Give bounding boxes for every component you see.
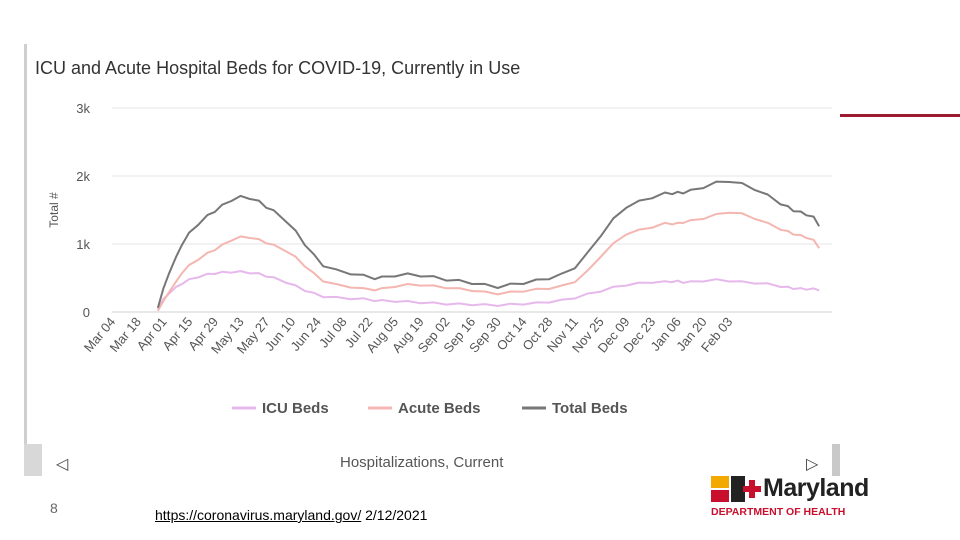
- next-arrow-icon[interactable]: ▷: [806, 456, 819, 473]
- logo-subtitle: DEPARTMENT OF HEALTH: [711, 506, 846, 518]
- maryland-logo: Maryland DEPARTMENT OF HEALTH: [711, 474, 901, 520]
- chart-panel: [24, 44, 840, 476]
- slide-number: 8: [50, 500, 58, 516]
- source-link[interactable]: https://coronavirus.maryland.gov/: [155, 507, 362, 523]
- chart-title: ICU and Acute Hospital Beds for COVID-19…: [35, 58, 521, 78]
- chart-footer-label: Hospitalizations, Current: [340, 454, 504, 471]
- prev-arrow-icon[interactable]: ◁: [56, 456, 69, 473]
- source-date: 2/12/2021: [365, 507, 428, 523]
- maryland-flag-icon: [711, 476, 761, 502]
- panel-left-edge: [24, 44, 27, 476]
- source-citation: https://coronavirus.maryland.gov/ 2/12/2…: [155, 507, 427, 523]
- panel-scroll-strip[interactable]: [24, 444, 42, 476]
- panel-right-edge: [832, 444, 840, 476]
- accent-line: [840, 114, 960, 117]
- logo-wordmark: Maryland: [763, 474, 869, 502]
